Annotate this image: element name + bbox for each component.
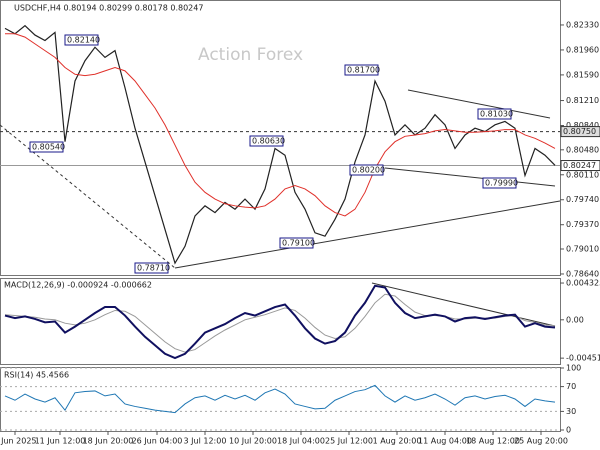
y-tick-label: 0.80840 — [566, 121, 599, 130]
x-tick-label: 4 Jun 2025 — [0, 437, 37, 446]
x-tick-label: 11 Jun 12:00 — [35, 437, 86, 446]
x-tick-label: 18 Jun 20:00 — [83, 437, 134, 446]
y-tick-label: 0.004325 — [566, 279, 600, 288]
annotation-box — [134, 262, 169, 274]
annotation-box — [279, 237, 314, 249]
macd-panel — [0, 278, 561, 365]
rsi-title: RSI(14) 45.4566 — [4, 371, 69, 380]
x-tick-label: 18 Aug 12:00 — [466, 437, 520, 446]
macd-line — [4, 284, 556, 360]
annotation: 0.80630 — [252, 137, 285, 146]
annotation: 0.79100 — [282, 239, 315, 248]
x-tick-label: 18 Jul 04:00 — [277, 437, 325, 446]
main-panel — [0, 0, 561, 276]
x-tick-label: 11 Aug 04:00 — [418, 437, 472, 446]
price-level-box — [560, 160, 600, 172]
x-tick-label: 1 Aug 20:00 — [373, 437, 422, 446]
annotation: 0.79990 — [485, 179, 518, 188]
moving-average — [5, 33, 556, 217]
x-tick-label: 25 Aug 20:00 — [514, 437, 568, 446]
x-tick-label: 26 Jun 04:00 — [132, 437, 183, 446]
annotation-box — [477, 108, 512, 120]
trend-line — [371, 282, 556, 327]
annotation-box — [344, 64, 379, 76]
trend-line — [0, 124, 176, 269]
channel-line — [384, 167, 556, 187]
annotation: 0.81030 — [480, 110, 513, 119]
annotation: 0.78710 — [137, 264, 170, 273]
y-tick-label: 0.79740 — [566, 195, 599, 204]
chart-title: USDCHF,H4 0.80194 0.80299 0.80178 0.8024… — [14, 4, 203, 13]
annotation-box — [349, 164, 384, 176]
y-tick-label: 0.79370 — [566, 220, 599, 229]
y-tick-label: 0.79010 — [566, 245, 599, 254]
annotation-box — [249, 135, 284, 147]
channel-line — [407, 89, 551, 119]
x-tick-label: 3 Jul 12:00 — [184, 437, 227, 446]
y-tick-label: 0.81210 — [566, 96, 599, 105]
annotation-box — [482, 177, 517, 189]
macd-title: MACD(12,26,9) -0.000924 -0.000662 — [4, 281, 152, 290]
watermark: Action Forex — [198, 45, 303, 65]
annotation: 0.82140 — [67, 36, 100, 45]
trend-line — [174, 200, 561, 269]
rsi-line — [4, 384, 556, 414]
y-tick-label: 0.81590 — [566, 70, 599, 79]
annotation: 0.81700 — [347, 66, 380, 75]
annotation-box — [29, 141, 64, 153]
annotation-box — [64, 34, 99, 46]
y-tick-label: 70 — [566, 382, 576, 391]
annotation: 0.80540 — [32, 143, 65, 152]
y-tick-label: 100 — [566, 364, 581, 373]
y-tick-label: 0.80480 — [566, 145, 599, 154]
price-level-label: 0.80247 — [563, 161, 596, 170]
x-tick-label: 25 Jul 12:00 — [325, 437, 373, 446]
y-tick-label: 0.78640 — [566, 269, 599, 278]
y-tick-label: 0.82330 — [566, 20, 599, 29]
price-level-label: 0.80750 — [563, 127, 596, 136]
y-tick-label: 0.81960 — [566, 45, 599, 54]
y-tick-label: 0.80110 — [566, 170, 599, 179]
price-line — [4, 24, 556, 265]
x-tick-label: 10 Jul 20:00 — [229, 437, 277, 446]
price-level-box — [560, 126, 600, 138]
y-tick-label: 0.00 — [566, 315, 584, 324]
annotation: 0.80200 — [352, 166, 385, 175]
y-tick-label: 0 — [566, 426, 571, 435]
y-tick-label: 30 — [566, 407, 576, 416]
